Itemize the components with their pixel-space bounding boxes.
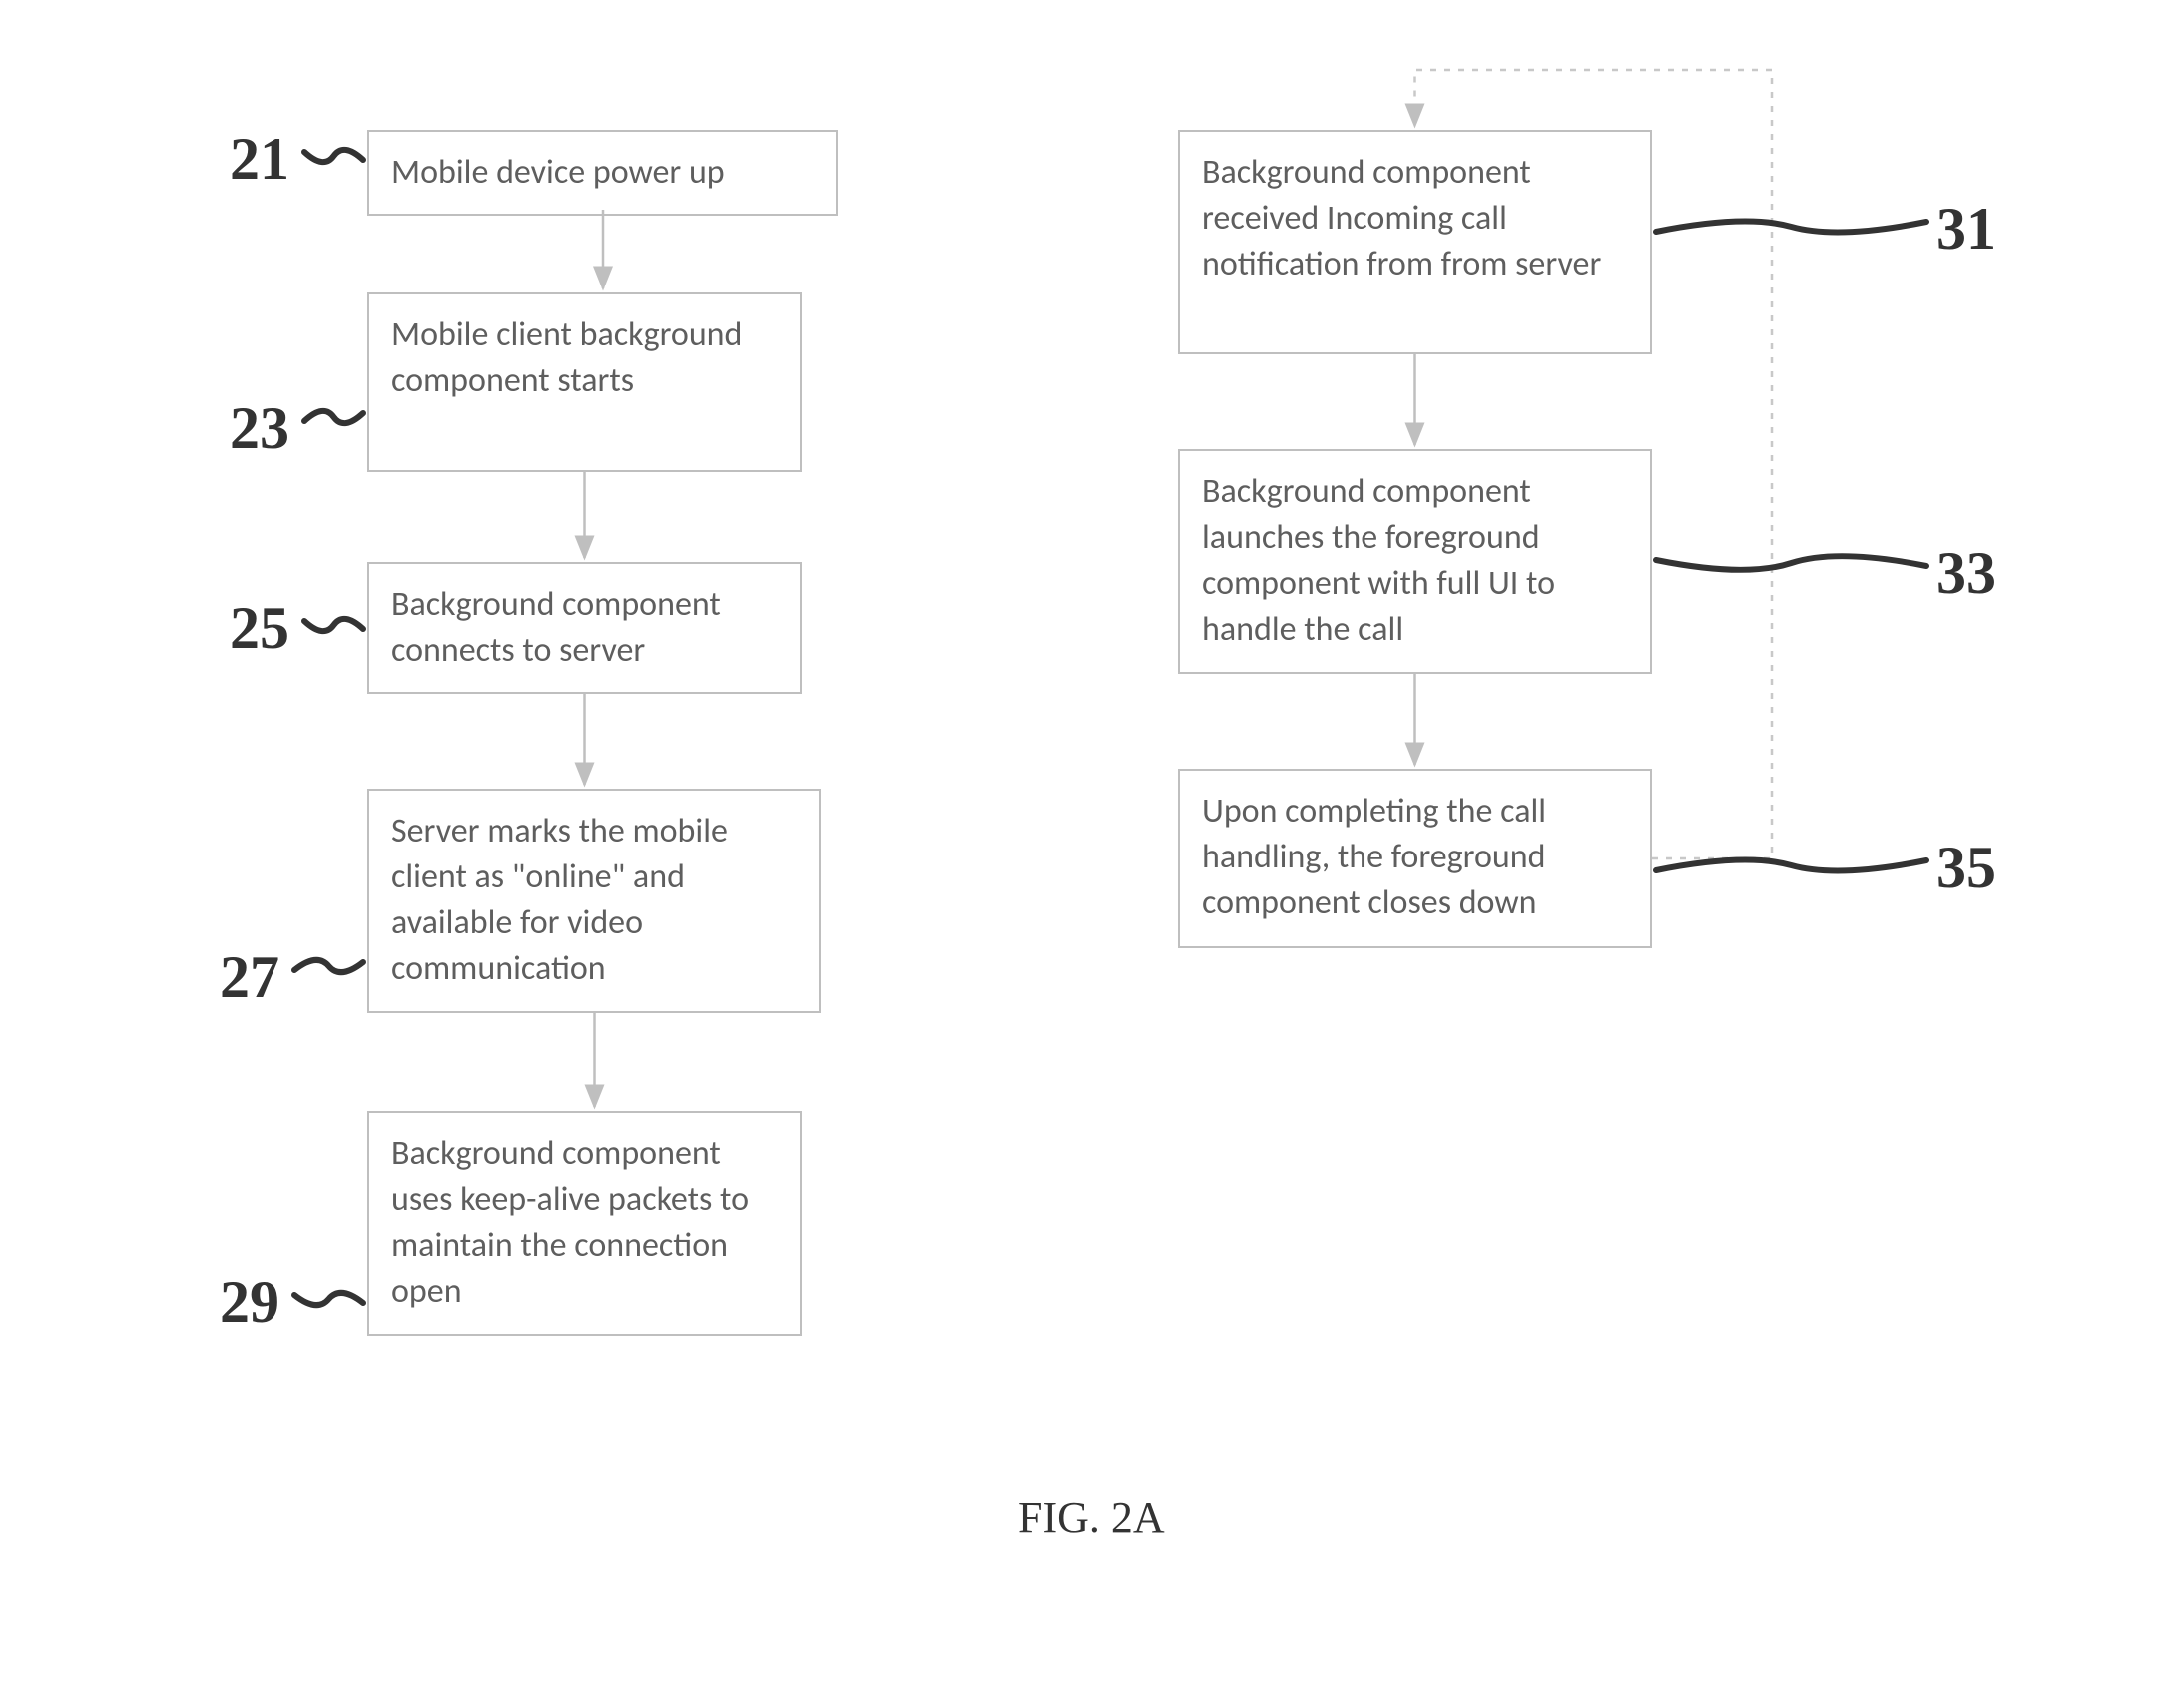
flow-node-31: Background component received Incoming c… xyxy=(1178,130,1652,354)
annotation-29: 29 xyxy=(220,1268,279,1337)
flow-node-27: Server marks the mobile client as "onlin… xyxy=(367,789,821,1013)
annotation-21: 21 xyxy=(230,125,289,194)
flow-node-21: Mobile device power up xyxy=(367,130,838,216)
annotation-23: 23 xyxy=(230,394,289,463)
connector-overlay xyxy=(0,0,2183,1708)
flow-node-23: Mobile client background component start… xyxy=(367,292,802,472)
annotation-31: 31 xyxy=(1936,195,1996,264)
flow-node-35: Upon completing the call handling, the f… xyxy=(1178,769,1652,948)
annotation-35: 35 xyxy=(1936,834,1996,902)
figure-caption: FIG. 2A xyxy=(1018,1492,1165,1543)
flow-node-33: Background component launches the foregr… xyxy=(1178,449,1652,674)
annotation-33: 33 xyxy=(1936,539,1996,608)
annotation-27: 27 xyxy=(220,943,279,1012)
annotation-25: 25 xyxy=(230,594,289,663)
flow-node-25: Background component connects to server xyxy=(367,562,802,694)
flow-node-29: Background component uses keep-alive pac… xyxy=(367,1111,802,1336)
